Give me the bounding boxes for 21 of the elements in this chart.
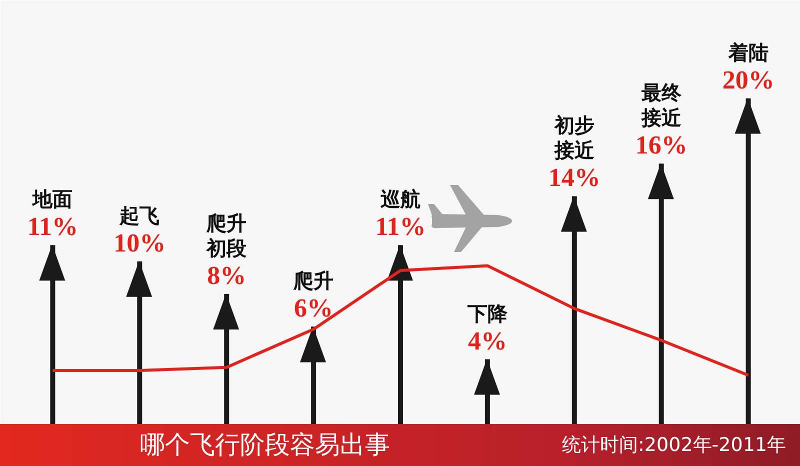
- bar: [746, 98, 751, 424]
- category-label: 巡航: [380, 187, 420, 212]
- category-label: 起飞: [120, 203, 160, 228]
- category-label: 最终接近: [641, 80, 682, 130]
- data-label: 20%: [722, 65, 774, 94]
- category-label: 下降: [467, 301, 508, 326]
- category-label: 爬升初段: [206, 210, 247, 260]
- data-label: 4%: [468, 326, 507, 356]
- data-label: 14%: [548, 163, 600, 192]
- data-label: 11%: [27, 212, 78, 242]
- data-label: 6%: [294, 294, 334, 323]
- data-label: 11%: [375, 212, 426, 242]
- data-label: 10%: [114, 228, 166, 258]
- data-label: 16%: [635, 130, 688, 160]
- data-label: 8%: [207, 261, 246, 290]
- category-label: 爬升: [294, 268, 334, 293]
- category-label: 地面: [32, 187, 73, 212]
- category-label: 初步接近: [554, 112, 594, 162]
- text: 统计时间:2002年-2011年: [562, 433, 786, 457]
- text: 哪个飞行阶段容易出事: [140, 429, 390, 461]
- category-label: 着陆: [728, 40, 768, 64]
